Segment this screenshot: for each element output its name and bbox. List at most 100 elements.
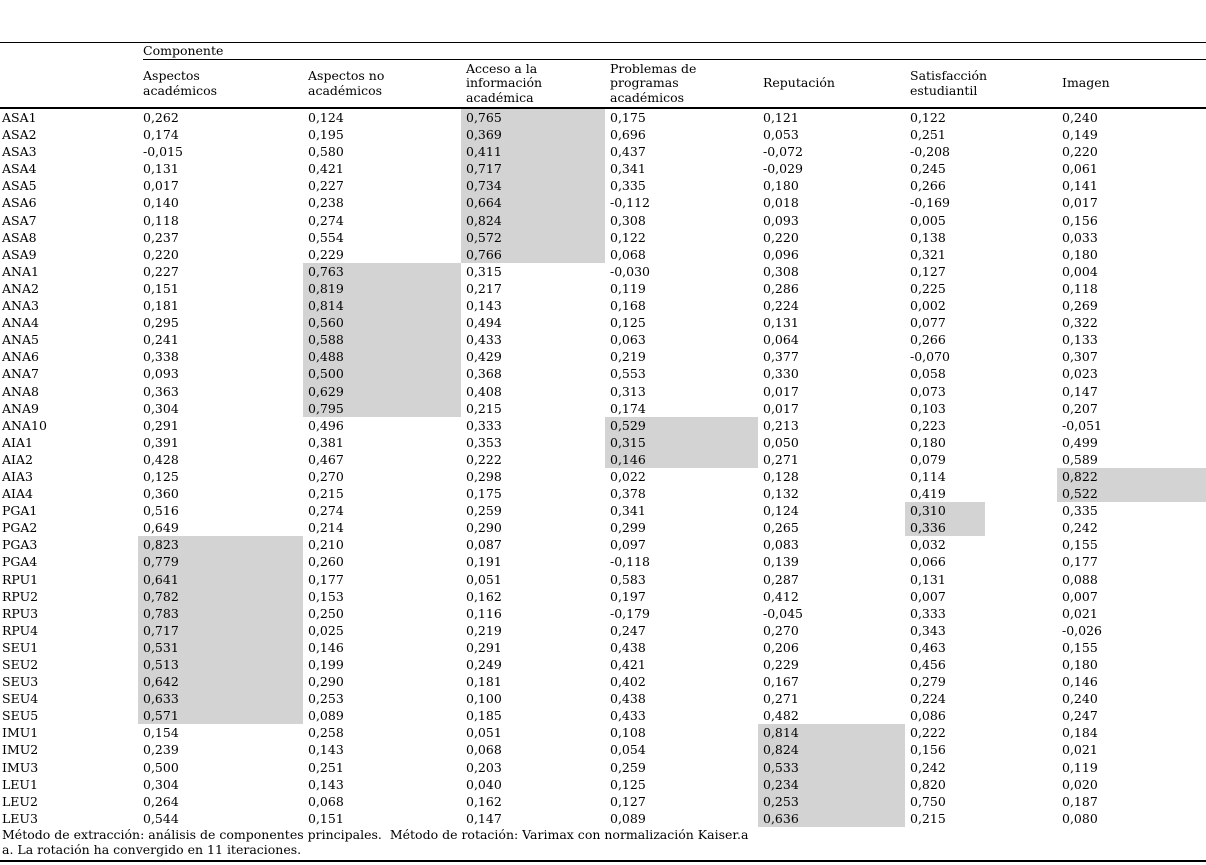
cell: 0,353: [466, 434, 502, 450]
table-row: ASA9 0,220 0,229 0,766 0,068 0,096 0,321…: [0, 245, 1206, 263]
cell: 0,146: [605, 450, 758, 468]
cell: -0,169: [910, 195, 951, 211]
cell: 0,143: [466, 298, 502, 314]
cell: 0,199: [308, 657, 344, 672]
cell: 0,185: [466, 708, 502, 724]
table-row: PGA1 0,516 0,274 0,259 0,341 0,124 0,310…: [0, 502, 1206, 520]
cell: 0,207: [1062, 400, 1098, 416]
cell: 0,089: [308, 708, 344, 724]
row-label: LEU3: [2, 810, 38, 826]
cell: 0,119: [610, 280, 646, 296]
column-header-acceso-informacion-academica: Acceso a la información académica: [466, 60, 543, 105]
cell: 0,456: [910, 657, 946, 672]
table-row: PGA4 0,779 0,260 0,191 -0,118 0,139 0,06…: [0, 553, 1206, 571]
cell: 0,040: [466, 776, 502, 792]
cell: 0,127: [610, 793, 646, 809]
cell: 0,279: [910, 674, 946, 690]
cell: 0,496: [308, 417, 344, 433]
cell: 0,051: [466, 571, 502, 587]
table-row: LEU3 0,544 0,151 0,147 0,089 0,636 0,215…: [0, 809, 1206, 827]
row-label: SEU2: [2, 657, 39, 672]
cell: 0,494: [466, 315, 502, 331]
cell: 0,335: [610, 178, 646, 194]
cell: 0,180: [910, 434, 946, 450]
cell: 0,734: [461, 177, 605, 195]
cell: 0,180: [1062, 246, 1098, 262]
cell: 0,167: [763, 674, 799, 690]
cell: 0,290: [308, 674, 344, 690]
cell: 0,544: [143, 810, 179, 826]
cell: 0,259: [466, 503, 502, 519]
cell: 0,097: [610, 537, 646, 553]
row-label: ASA8: [2, 229, 37, 245]
cell: 0,181: [466, 674, 502, 690]
cell: 0,664: [461, 194, 605, 212]
cell: 0,153: [308, 588, 344, 604]
row-label-column-spacer: [0, 43, 138, 60]
cell: 0,018: [763, 195, 799, 211]
table-row: ASA5 0,017 0,227 0,734 0,335 0,180 0,266…: [0, 177, 1206, 195]
table-row: SEU1 0,531 0,146 0,291 0,438 0,206 0,463…: [0, 638, 1206, 656]
cell: 0,795: [303, 399, 461, 417]
cell: 0,333: [910, 605, 946, 621]
table-row: IMU2 0,239 0,143 0,068 0,054 0,824 0,156…: [0, 741, 1206, 759]
cell: 0,206: [763, 639, 799, 655]
cell: 0,139: [763, 554, 799, 570]
cell: 0,140: [143, 195, 179, 211]
cell: 0,820: [910, 776, 946, 792]
cell: -0,029: [763, 161, 804, 177]
cell: 0,077: [910, 315, 946, 331]
cell: 0,237: [143, 229, 179, 245]
cell: 0,814: [758, 724, 905, 742]
cell: 0,533: [758, 758, 905, 776]
row-label: AIA2: [2, 451, 33, 467]
table-row: PGA3 0,823 0,210 0,087 0,097 0,083 0,032…: [0, 536, 1206, 554]
cell: 0,368: [466, 366, 502, 382]
column-header-aspectos-academicos: Aspectos académicos: [143, 68, 218, 98]
cell: 0,298: [466, 468, 502, 484]
cell: 0,437: [610, 144, 646, 160]
cell: 0,253: [758, 792, 905, 810]
cell: 0,114: [910, 468, 946, 484]
cell: 0,191: [466, 554, 502, 570]
row-label: SEU4: [2, 691, 39, 707]
cell: 0,274: [308, 503, 344, 519]
table-row: ASA8 0,237 0,554 0,572 0,122 0,220 0,138…: [0, 228, 1206, 246]
cell: 0,020: [1062, 776, 1098, 792]
cell: 0,184: [1062, 725, 1098, 741]
cell: 0,023: [1062, 366, 1098, 382]
table-row: SEU3 0,642 0,290 0,181 0,402 0,167 0,279…: [0, 673, 1206, 691]
cell: 0,210: [308, 537, 344, 553]
cell: 0,146: [308, 639, 344, 655]
cell: 0,174: [610, 400, 646, 416]
row-label: AIA1: [2, 434, 33, 450]
cell: 0,421: [610, 657, 646, 672]
cell: 0,086: [910, 708, 946, 724]
cell: 0,068: [610, 246, 646, 262]
cell: 0,814: [303, 297, 461, 315]
cell: 0,529: [605, 416, 758, 434]
cell: 0,051: [466, 725, 502, 741]
cell: 0,391: [143, 434, 179, 450]
cell: 0,239: [143, 742, 179, 758]
row-label: IMU3: [2, 759, 39, 775]
cell: 0,224: [910, 691, 946, 707]
cell: 0,175: [610, 110, 646, 125]
cell: 0,217: [466, 280, 502, 296]
cell: 0,343: [910, 622, 946, 638]
cell: 0,125: [610, 315, 646, 331]
cell: 0,260: [308, 554, 344, 570]
column-header-aspectos-no-academicos: Aspectos no académicos: [308, 68, 385, 98]
cell: 0,315: [466, 263, 502, 279]
cell: 0,262: [143, 110, 179, 125]
column-header-reputacion: Reputación: [763, 75, 835, 91]
cell: 0,467: [308, 451, 344, 467]
cell: -0,179: [610, 605, 651, 621]
cell: 0,195: [308, 127, 344, 143]
table-row: AIA1 0,391 0,381 0,353 0,315 0,050 0,180…: [0, 433, 1206, 451]
cell: 0,007: [910, 588, 946, 604]
cell: 0,088: [1062, 571, 1098, 587]
cell: 0,247: [1062, 708, 1098, 724]
cell: 0,017: [1062, 195, 1098, 211]
cell: 0,636: [758, 809, 905, 827]
